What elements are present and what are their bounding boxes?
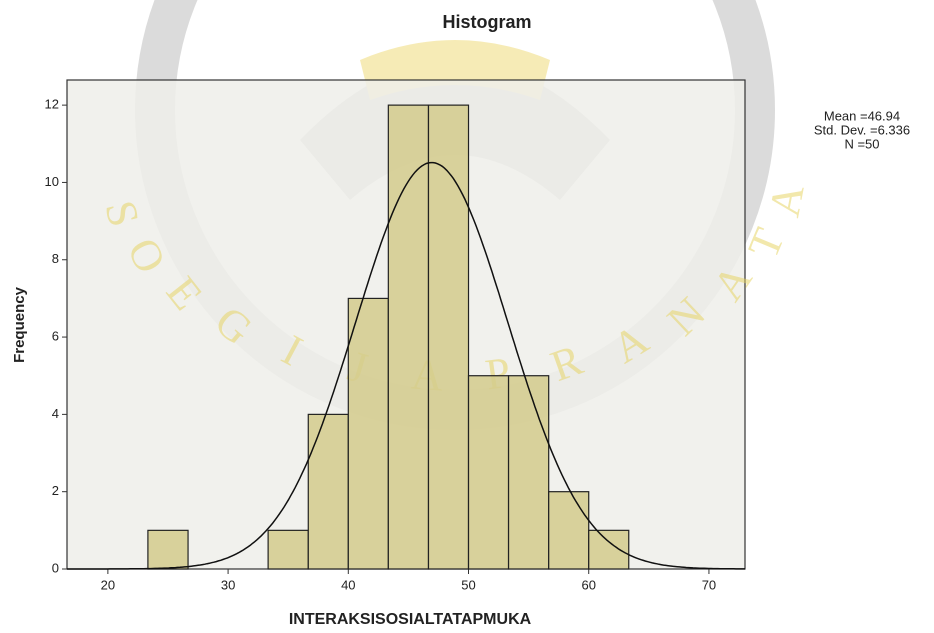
y-tick-label: 10: [45, 174, 59, 189]
watermark-letter: T: [738, 221, 794, 265]
x-axis-label: INTERAKSISOSIALTATAPMUKA: [289, 611, 532, 628]
y-tick-label: 8: [52, 251, 59, 266]
stats-label: Mean =46.94: [824, 108, 900, 123]
stats-label: N =50: [844, 136, 879, 151]
y-tick-label: 6: [52, 329, 59, 344]
bar: [509, 376, 549, 569]
x-tick-label: 30: [221, 577, 235, 592]
x-tick-label: 40: [341, 577, 355, 592]
bar: [308, 414, 348, 569]
bar: [388, 105, 428, 569]
y-axis-label: Frequency: [11, 286, 28, 363]
chart: SOEGIJAPRANATA Histogram Frequency INTER…: [0, 0, 934, 633]
watermark-letter: A: [760, 180, 814, 221]
stats-label: Std. Dev. =6.336: [814, 122, 910, 137]
x-tick-label: 70: [702, 577, 716, 592]
x-tick-label: 50: [461, 577, 475, 592]
bar: [589, 530, 629, 569]
chart-title: Histogram: [442, 12, 531, 32]
y-tick-label: 2: [52, 483, 59, 498]
bar: [268, 530, 308, 569]
bar: [469, 376, 509, 569]
y-tick-label: 4: [52, 406, 59, 421]
bar: [148, 530, 188, 569]
bar: [549, 492, 589, 569]
x-tick-label: 20: [101, 577, 115, 592]
y-tick-label: 0: [52, 560, 59, 575]
y-tick-label: 12: [45, 97, 59, 112]
x-tick-label: 60: [581, 577, 595, 592]
bar: [428, 105, 468, 569]
bar: [348, 298, 388, 569]
